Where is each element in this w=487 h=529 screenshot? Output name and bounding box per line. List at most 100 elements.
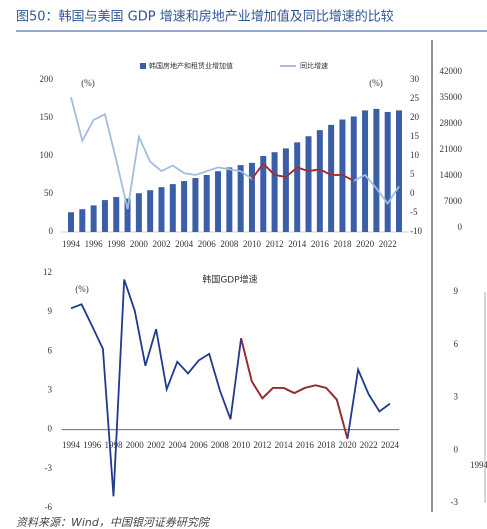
- x-tick-label: 2008: [211, 440, 230, 450]
- y2-tick-label: 0: [410, 188, 415, 198]
- bar: [350, 116, 357, 232]
- bar: [203, 175, 210, 232]
- bar: [396, 110, 402, 232]
- legend-label: 同比增速: [300, 61, 328, 70]
- x-tick-label: 2018: [317, 440, 336, 450]
- y-tick-label: 50: [44, 188, 54, 198]
- bar: [68, 212, 74, 232]
- y-tick-label: 0: [48, 424, 53, 434]
- y2-tick-label: 10: [410, 150, 420, 160]
- x-tick-label: 2012: [253, 440, 271, 450]
- bar: [101, 200, 108, 232]
- y-tick-label: 6: [454, 339, 459, 349]
- bar: [147, 190, 154, 232]
- y-tick-label: -6: [45, 502, 53, 512]
- x-tick-label: 2022: [360, 440, 378, 450]
- y-tick-label: 3: [48, 385, 53, 395]
- bar: [271, 152, 278, 232]
- y2-tick-label: -5: [410, 207, 418, 217]
- annotation: (%): [81, 78, 95, 88]
- x-tick-label: 2006: [190, 440, 209, 450]
- bar: [135, 193, 142, 232]
- bar: [226, 167, 233, 232]
- bar: [294, 142, 301, 232]
- x-tick-label: 2020: [356, 239, 375, 249]
- chart-title: 韩国GDP增速: [202, 274, 257, 286]
- legend-swatch: [140, 63, 146, 69]
- bar: [79, 209, 86, 232]
- y-tick-label: 6: [48, 345, 53, 355]
- x-tick-label: 2016: [311, 239, 330, 249]
- x-tick-label: 2018: [333, 239, 352, 249]
- bar: [124, 198, 131, 232]
- y-tick-label: 200: [40, 74, 54, 84]
- y-tick-label: 42000: [440, 66, 463, 76]
- bar: [169, 184, 176, 232]
- y-tick-label: 150: [40, 112, 54, 122]
- y-tick-label: -3: [45, 463, 53, 473]
- bar: [158, 187, 165, 232]
- y-tick-label: 12: [43, 267, 52, 277]
- y-tick-label: 9: [48, 306, 53, 316]
- x-tick-label: 2010: [243, 239, 262, 249]
- x-tick-label: 2016: [296, 440, 315, 450]
- bar: [248, 162, 255, 232]
- y-tick-label: -3: [451, 497, 459, 507]
- x-tick-label: 2008: [220, 239, 239, 249]
- y2-tick-label: 5: [410, 169, 415, 179]
- x-tick-label: 2020: [338, 440, 357, 450]
- y2-tick-label: 30: [410, 74, 420, 84]
- x-tick-label: 2014: [275, 440, 294, 450]
- bar: [90, 205, 97, 232]
- x-tick-label: 2006: [198, 239, 217, 249]
- y-tick-label: 3: [454, 392, 459, 402]
- source: 资料来源：Wind，中国银河证券研究院: [16, 516, 211, 529]
- x-tick-label: 2002: [147, 440, 165, 450]
- line-highlight: [240, 338, 349, 440]
- annotation: (%): [75, 284, 89, 294]
- bar: [237, 165, 244, 232]
- x-tick-label: 2000: [130, 239, 149, 249]
- bar: [362, 110, 369, 232]
- bar: [282, 148, 289, 232]
- x-tick-label: 2004: [168, 440, 187, 450]
- bar: [113, 197, 120, 232]
- line-highlight: [251, 162, 355, 182]
- y-tick-label: 7000: [444, 196, 463, 206]
- y-tick-label: 0: [458, 222, 463, 232]
- y-tick-label: 0: [49, 226, 54, 236]
- x-tick-label: 1998: [105, 440, 124, 450]
- legend-label: 韩国房地产和租赁业增加值: [149, 61, 233, 70]
- x-tick-label: 2012: [266, 239, 284, 249]
- y2-tick-label: -10: [410, 226, 422, 236]
- y2-tick-label: 20: [410, 112, 420, 122]
- annotation: (%): [369, 78, 383, 88]
- y2-tick-label: 15: [410, 131, 420, 141]
- bar: [305, 136, 312, 232]
- x-tick-label: 2014: [288, 239, 307, 249]
- x-tick-label: 2024: [381, 440, 400, 450]
- y2-tick-label: 25: [410, 93, 420, 103]
- y-tick-label: 100: [40, 150, 54, 160]
- bar: [328, 124, 335, 232]
- bar: [260, 156, 267, 232]
- x-tick-label: 2002: [152, 239, 170, 249]
- bar: [215, 171, 222, 232]
- x-tick-label: 1996: [83, 440, 102, 450]
- y-tick-label: 14000: [440, 170, 463, 180]
- x-tick-label: 2004: [175, 239, 194, 249]
- line: [70, 279, 391, 497]
- x-tick-label: 1994: [62, 239, 81, 249]
- y-tick-label: 35000: [440, 92, 463, 102]
- bar: [192, 178, 199, 232]
- bar: [181, 181, 188, 232]
- x-tick-label: 2022: [379, 239, 397, 249]
- y-tick-label: 9: [454, 286, 459, 296]
- x-tick-label: 1998: [107, 239, 126, 249]
- bar: [316, 130, 323, 232]
- x-tick-label: 1994: [470, 460, 487, 470]
- x-tick-label: 1996: [85, 239, 104, 249]
- page-title: 图50：韩国与美国 GDP 增速和房地产业增加值及同比增速的比较: [16, 9, 394, 25]
- x-tick-label: 1994: [62, 440, 81, 450]
- bar: [384, 111, 391, 232]
